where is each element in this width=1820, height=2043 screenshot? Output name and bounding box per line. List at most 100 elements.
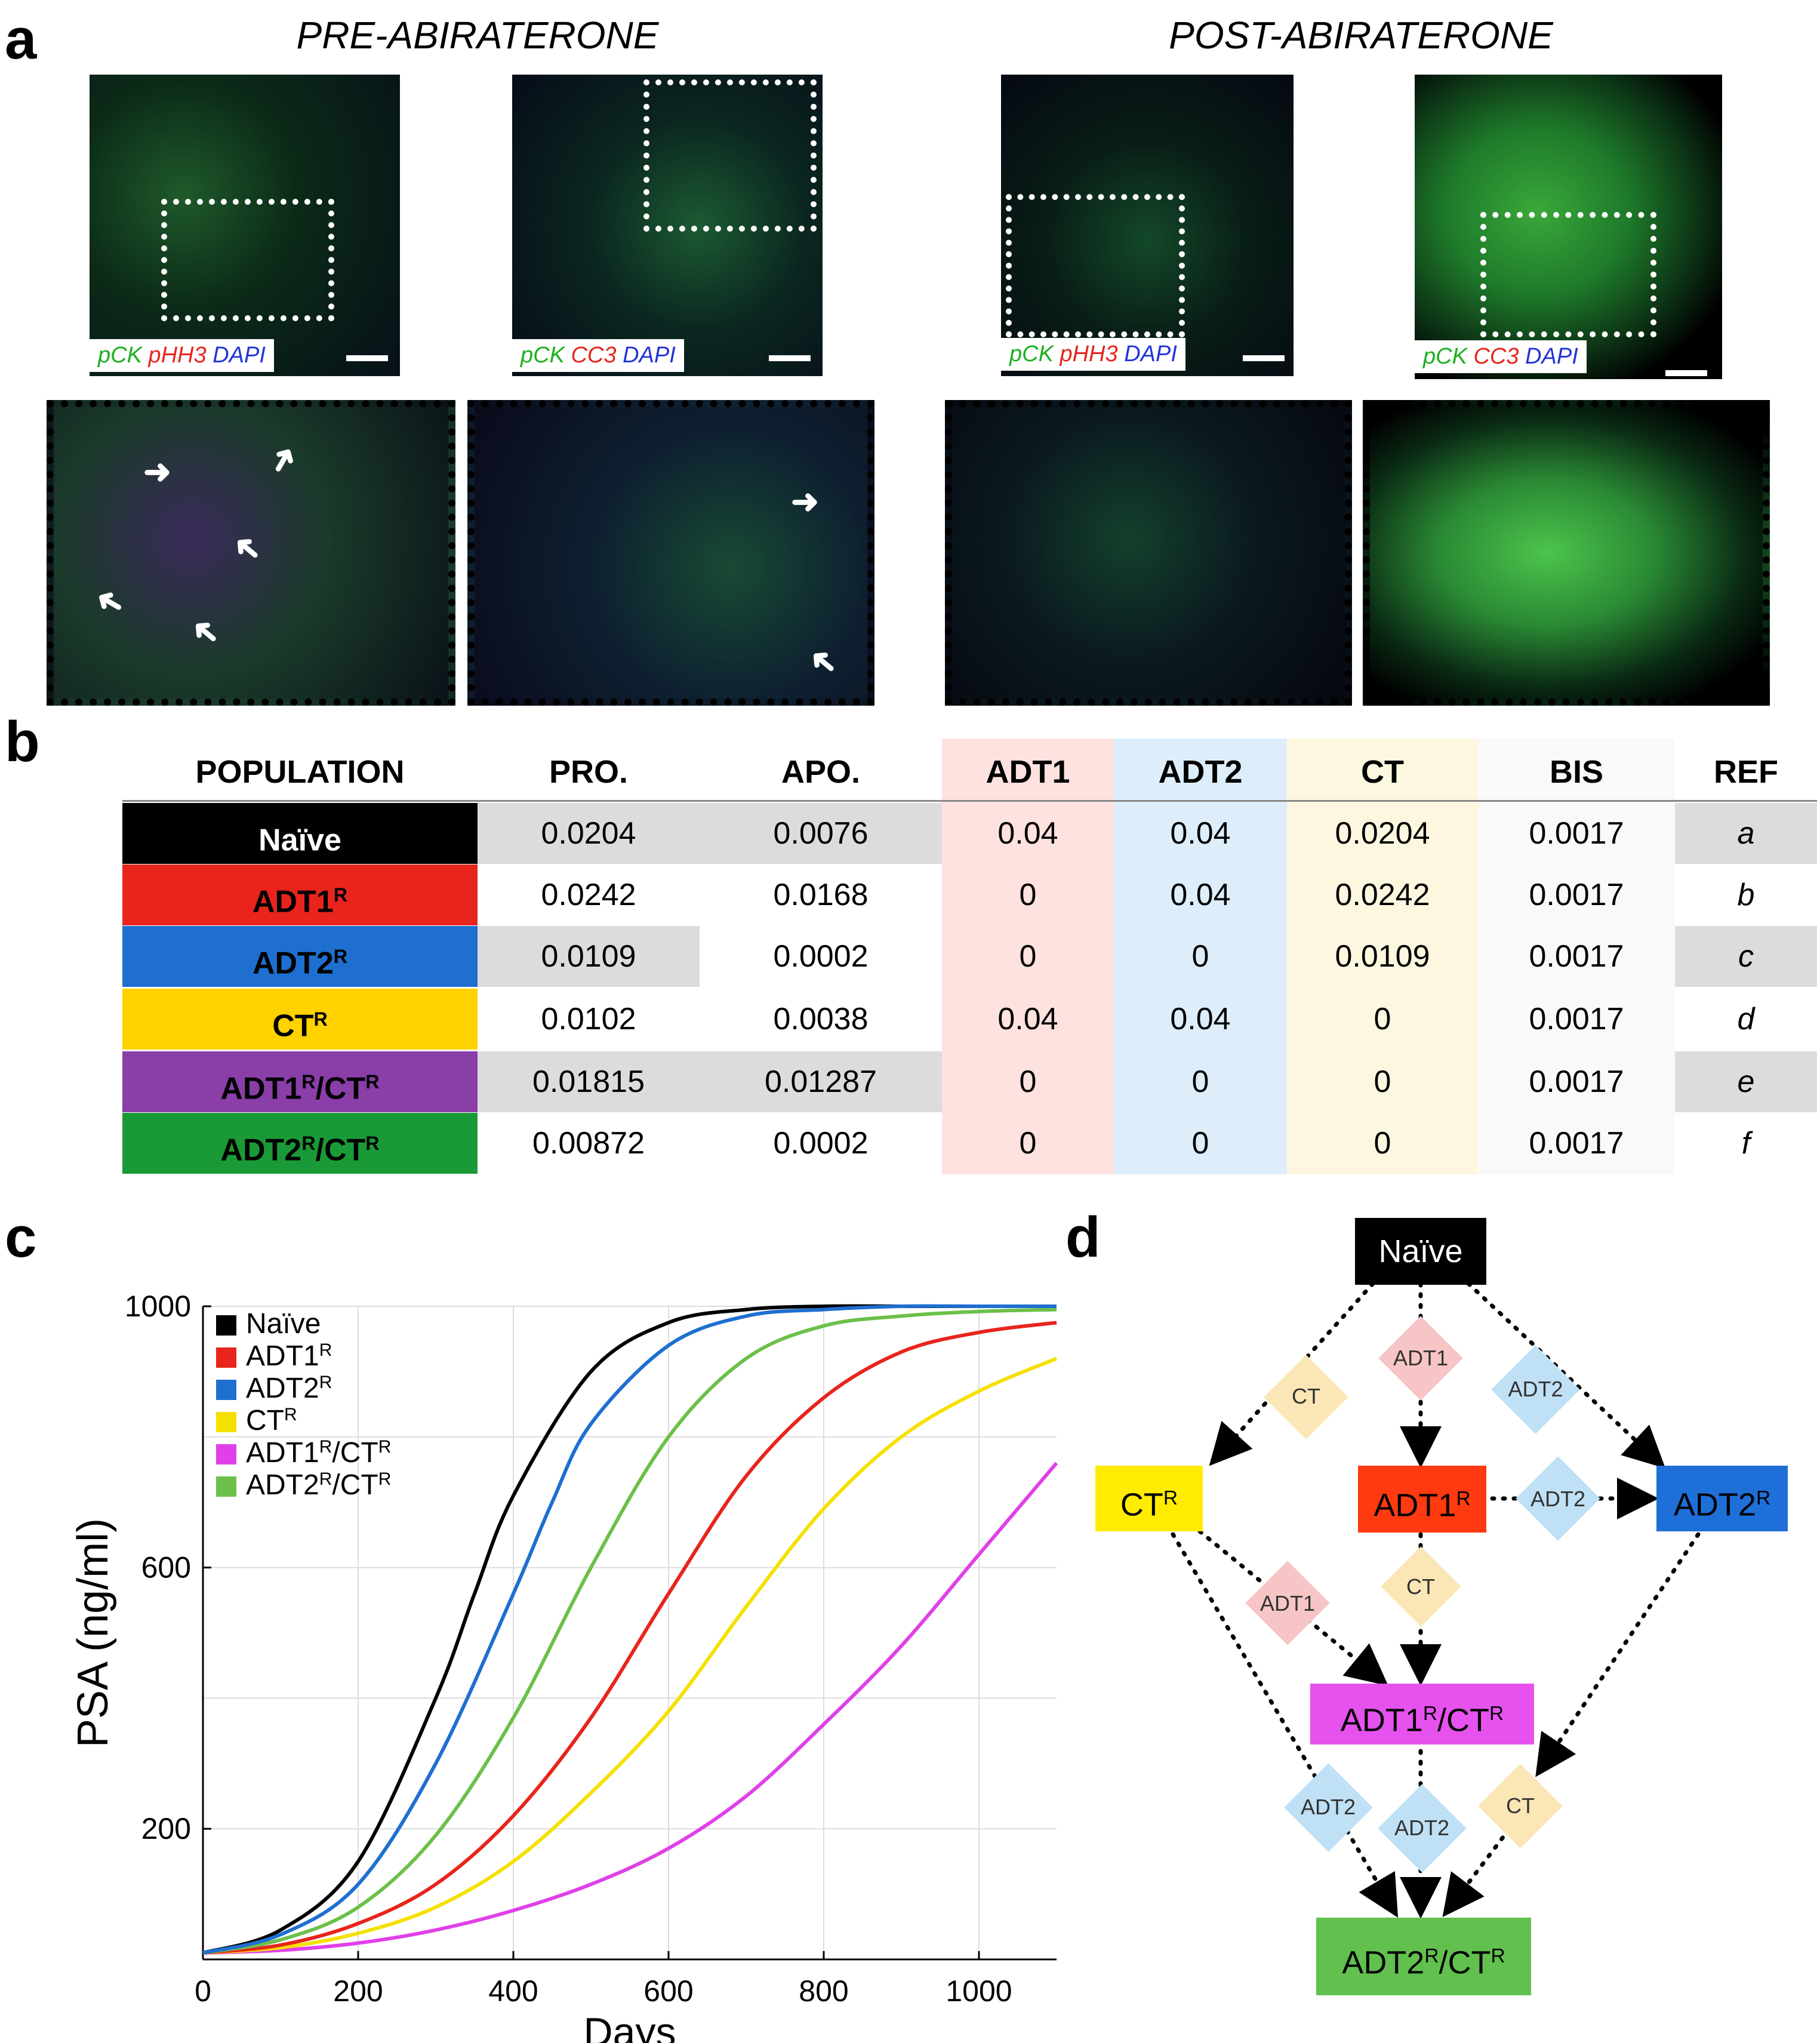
node-adt1r-ctr: ADT1R/CTR bbox=[1310, 1684, 1534, 1744]
zoom-micrograph-post-phh3 bbox=[945, 400, 1352, 706]
table-cell: 0.0242 bbox=[541, 878, 636, 912]
series-line-4 bbox=[202, 1462, 1058, 1955]
arrow-icon: ➜ bbox=[791, 482, 819, 520]
panel-letter-c: c bbox=[5, 1205, 37, 1269]
psa-chart: 0 200 400 600 800 1000 200 600 1000 Days PSA (ng/m… bbox=[69, 1290, 1058, 2043]
legend-swatch bbox=[216, 1347, 236, 1368]
x-tick-label: 600 bbox=[643, 1974, 693, 2008]
legend-swatch bbox=[216, 1380, 236, 1400]
table-cell: 0.04 bbox=[1170, 816, 1231, 851]
stain-label-post-cc3: pCK CC3 DAPI bbox=[1415, 340, 1587, 373]
legend-swatch bbox=[216, 1476, 236, 1497]
table-cell: 0 bbox=[1191, 939, 1209, 974]
legend-label-part: ADT2 bbox=[246, 1469, 319, 1501]
header-ref: REF bbox=[1714, 754, 1778, 790]
edge-label-adt1: ADT1 bbox=[1393, 1346, 1449, 1370]
row-highlight bbox=[478, 926, 700, 987]
scale-bar bbox=[346, 355, 388, 361]
stain-label-pre-phh3: pCK pHH3 DAPI bbox=[90, 339, 274, 372]
row-highlight bbox=[1675, 1051, 1817, 1112]
node-naive: Naïve bbox=[1355, 1218, 1486, 1285]
row-highlight bbox=[478, 803, 942, 864]
legend-label-part: CT bbox=[340, 1437, 378, 1469]
table-cell: 0.0076 bbox=[773, 816, 869, 851]
population-cell: CTR bbox=[122, 989, 478, 1050]
edge-label-ct: CT bbox=[1406, 1574, 1435, 1599]
scale-bar bbox=[769, 355, 811, 361]
population-cell: ADT2R/CTR bbox=[122, 1113, 478, 1174]
legend-label: ADT2R/CTR bbox=[246, 1469, 391, 1502]
table-cell: 0 bbox=[1374, 1002, 1391, 1036]
legend-label-part: CT bbox=[246, 1405, 284, 1436]
table-cell: 0.0168 bbox=[773, 878, 869, 912]
edge-label-adt2: ADT2 bbox=[1530, 1487, 1586, 1511]
legend-swatch bbox=[216, 1315, 236, 1336]
table-cell: 0.0017 bbox=[1529, 1064, 1624, 1099]
population-cell: ADT1R/CTR bbox=[122, 1051, 478, 1112]
series-line-3 bbox=[202, 1356, 1058, 1955]
population-cell: ADT1R bbox=[122, 864, 478, 925]
ref-cell: f bbox=[1741, 1126, 1751, 1161]
ct-column-bg bbox=[1287, 739, 1478, 1174]
table-cell: 0 bbox=[1019, 878, 1037, 912]
table-cell: 0.04 bbox=[1170, 878, 1231, 912]
series-line-2 bbox=[202, 1304, 1057, 1955]
node-adt1-r: ADT1R bbox=[1358, 1466, 1486, 1533]
adt2-column-bg bbox=[1114, 739, 1287, 1174]
micrograph-pre-phh3 bbox=[90, 75, 400, 376]
legend-label-part: R bbox=[319, 1437, 332, 1457]
legend-label-part: R bbox=[319, 1469, 332, 1489]
x-tick-label: 400 bbox=[488, 1974, 538, 2008]
legend-label: ADT1R/CTR bbox=[246, 1437, 391, 1469]
ref-cell: e bbox=[1737, 1064, 1755, 1099]
header-bis: BIS bbox=[1549, 754, 1604, 790]
legend-label-part: R bbox=[319, 1373, 332, 1392]
micrograph-pre-cc3 bbox=[512, 75, 823, 376]
table-cell: 0.0002 bbox=[773, 1126, 869, 1161]
y-tick-label: 200 bbox=[141, 1812, 191, 1845]
x-tick-label: 200 bbox=[333, 1974, 383, 2008]
series-line-1 bbox=[202, 1321, 1057, 1955]
legend-label-part: ADT1 bbox=[246, 1340, 319, 1372]
table-cell: 0.0017 bbox=[1529, 939, 1624, 974]
node-adt2-r: ADT2R bbox=[1656, 1466, 1788, 1531]
arrow-icon: ➜ bbox=[143, 453, 171, 490]
zoom-box bbox=[1006, 194, 1185, 337]
table-cell: 0.0109 bbox=[541, 939, 636, 974]
legend-swatch bbox=[216, 1444, 236, 1464]
table-cell: 0 bbox=[1374, 1064, 1391, 1099]
legend-label-part: ADT2 bbox=[246, 1373, 319, 1404]
legend-label-part: R bbox=[378, 1469, 392, 1489]
series-line-5 bbox=[202, 1307, 1057, 1955]
table-cell: 0 bbox=[1191, 1064, 1209, 1099]
table-cell: 0 bbox=[1374, 1126, 1391, 1161]
node-ct-r: CTR bbox=[1095, 1466, 1203, 1531]
x-tick-label: 1000 bbox=[946, 1974, 1012, 2008]
zoom-box bbox=[161, 199, 334, 321]
header-population: POPULATION bbox=[195, 754, 405, 790]
ref-cell: b bbox=[1737, 878, 1755, 912]
ref-cell: c bbox=[1738, 939, 1754, 974]
population-cell: ADT2R bbox=[122, 926, 478, 987]
table-cell: 0.0017 bbox=[1529, 1002, 1624, 1036]
panel-letter-d: d bbox=[1065, 1205, 1101, 1269]
micrograph-post-phh3 bbox=[1001, 75, 1294, 376]
node-adt2r-ctr: ADT2R/CTR bbox=[1316, 1918, 1531, 1995]
legend-swatch bbox=[216, 1412, 236, 1432]
edge-label-adt2: ADT2 bbox=[1300, 1795, 1356, 1819]
y-tick-label: 1000 bbox=[125, 1290, 191, 1323]
row-highlight bbox=[1675, 803, 1817, 864]
scale-bar bbox=[1243, 355, 1285, 361]
legend-label: Naïve bbox=[246, 1308, 321, 1340]
micrograph-post-cc3 bbox=[1415, 75, 1722, 379]
edge-label-adt1: ADT1 bbox=[1259, 1591, 1316, 1616]
row-highlight bbox=[478, 1051, 942, 1112]
legend-label: ADT2R bbox=[246, 1373, 332, 1405]
table-cell: 0.0102 bbox=[541, 1002, 636, 1036]
edge-label-adt2: ADT2 bbox=[1508, 1377, 1563, 1401]
edge-adt2-adt2ct bbox=[1535, 1532, 1701, 1777]
table-cell: 0.0109 bbox=[1335, 939, 1430, 974]
legend-label: CTR bbox=[246, 1405, 297, 1437]
table-cell: 0.01287 bbox=[765, 1064, 877, 1099]
